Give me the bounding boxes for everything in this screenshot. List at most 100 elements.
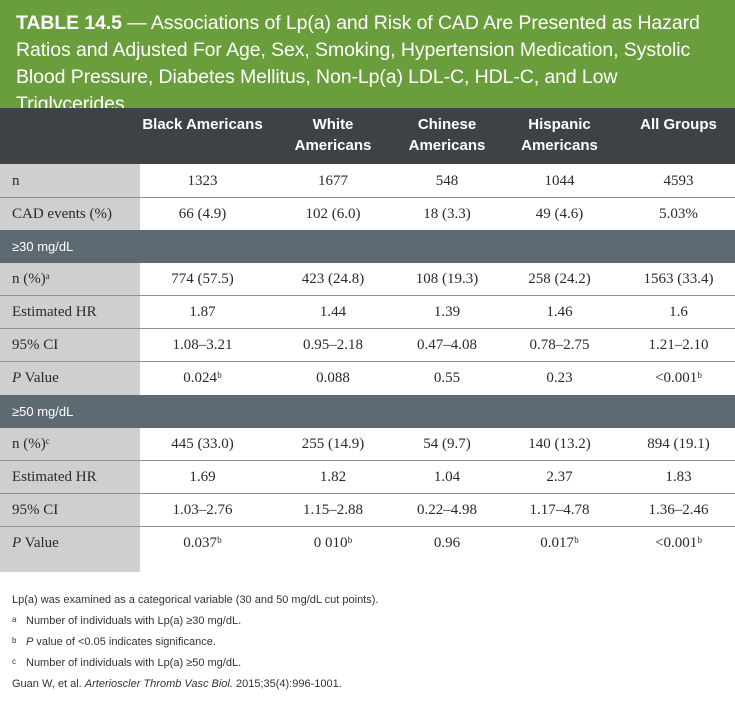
footnote-text: value of <0.05 indicates significance. [33,636,216,648]
cell: 1.46 [546,304,573,320]
cell: 66 (4.9) [178,206,227,222]
citation: Guan W, et al. Arterioscler Thromb Vasc … [12,674,727,695]
row-label-p-value: P Value [0,527,140,559]
footnote-main: Lp(a) was examined as a categorical vari… [12,594,379,606]
cell: 1.08–3.21 [172,337,233,353]
row-label-n-percent: n (%)ᶜ [12,436,50,452]
row-divider [0,460,735,461]
cell: 1.87 [189,304,216,320]
cell: <0.001ᵇ [655,370,702,386]
footnote-text: Number of individuals with Lp(a) ≥50 mg/… [26,657,242,669]
cell: 1.83 [665,469,692,485]
p-italic: P [12,535,22,551]
cell: 18 (3.3) [423,206,471,222]
table-title: TABLE 14.5 — Associations of Lp(a) and R… [0,0,735,115]
row-divider [0,361,735,362]
cell: 140 (13.2) [528,436,591,452]
cell: 445 (33.0) [171,436,234,452]
cell: 0.95–2.18 [303,337,363,353]
label-column-bg [0,263,140,395]
cell: 0.78–2.75 [529,337,590,353]
footnote-a: a Number of individuals with Lp(a) ≥30 mg… [12,611,727,632]
cell: 894 (19.1) [647,436,710,452]
row-label-estimated-hr: Estimated HR [12,304,97,320]
cell: 1.21–2.10 [648,337,709,353]
footnote-text: Number of individuals with Lp(a) ≥30 mg/… [26,615,242,627]
row-label-estimated-hr: Estimated HR [12,469,97,485]
cell: 258 (24.2) [528,271,591,287]
footnote-marker: c [12,657,16,666]
p-suffix: Value [21,370,59,386]
cell: 102 (6.0) [305,206,361,222]
row-divider [0,493,735,494]
cell: 548 [435,173,459,189]
cell: 774 (57.5) [171,271,234,287]
row-divider [0,295,735,296]
row-divider [0,526,735,527]
cell: 1.82 [319,469,347,485]
cell: 0.037ᵇ [183,535,222,551]
cell: 1044 [544,173,575,189]
row-divider [0,197,735,198]
cell: 4593 [663,173,694,189]
citation-authors: Guan W, et al. [12,678,85,690]
cell: 255 (14.9) [301,436,365,452]
footnote-marker: b [12,636,17,645]
cell: 0.47–4.08 [417,337,477,353]
citation-journal: Arterioscler Thromb Vasc Biol. [84,678,233,690]
cell: 1.15–2.88 [303,502,363,518]
col-header-hispanic: Hispanic Americans [521,116,598,154]
cell: 0.23 [546,370,573,386]
cell: 49 (4.6) [535,206,584,222]
cell: 1.36–2.46 [648,502,709,518]
cell: 1677 [318,173,348,189]
table-number: TABLE 14.5 [16,12,122,34]
cell: 0.55 [433,370,461,386]
row-label-p-value: P Value [0,362,140,394]
col-header-black: Black Americans [142,116,263,133]
cell: 0.22–4.98 [417,502,477,518]
footnote-marker: a [12,615,17,624]
section-header-50: ≥50 mg/dL [0,395,735,428]
cell: 0.024ᵇ [183,370,222,386]
col-header-white: White Americans [294,116,372,154]
p-italic: P [12,370,22,386]
label-column-bg [0,428,140,572]
cell: <0.001ᵇ [655,535,702,551]
cell: 1.69 [189,469,216,485]
row-label-n-percent: n (%)ᵃ [12,271,50,287]
citation-details: 2015;35(4):996-1001. [232,678,342,690]
cell: 1.39 [433,304,461,320]
footnote-italic: P [26,636,34,648]
row-label-n: n [12,173,20,189]
cell: 54 (9.7) [423,436,471,452]
row-divider [0,328,735,329]
footnote-c: c Number of individuals with Lp(a) ≥50 mg… [12,653,727,674]
cell: 0 010ᵇ [313,535,353,551]
cell: 1.03–2.76 [172,502,233,518]
cell: 2.37 [546,469,573,485]
cell: 5.03% [659,206,698,222]
row-label-95-ci: 95% CI [12,337,59,353]
row-label-cad-events: CAD events (%) [12,206,112,222]
cell: 0.088 [316,370,350,386]
col-header-all: All Groups [640,116,717,133]
col-header-chinese: Chinese Americans [408,116,486,154]
cell: 1.04 [433,469,461,485]
cell: 108 (19.3) [415,271,479,287]
cell: 1.44 [319,304,347,320]
table-header: Black Americans White Americans Chinese … [0,108,735,164]
section-header-30: ≥30 mg/dL [0,230,735,263]
row-label-95-ci: 95% CI [12,502,59,518]
cell: 1.6 [669,304,688,320]
p-suffix: Value [21,535,59,551]
cell: 0.017ᵇ [540,535,579,551]
cell: 423 (24.8) [301,271,365,287]
table-caption: — Associations of Lp(a) and Risk of CAD … [16,12,700,115]
cell: 1563 (33.4) [643,271,714,287]
footnotes: Lp(a) was examined as a categorical vari… [12,590,727,695]
cell: 0.96 [433,535,461,551]
cell: 1.17–4.78 [529,502,590,518]
cell: 1323 [187,173,218,189]
